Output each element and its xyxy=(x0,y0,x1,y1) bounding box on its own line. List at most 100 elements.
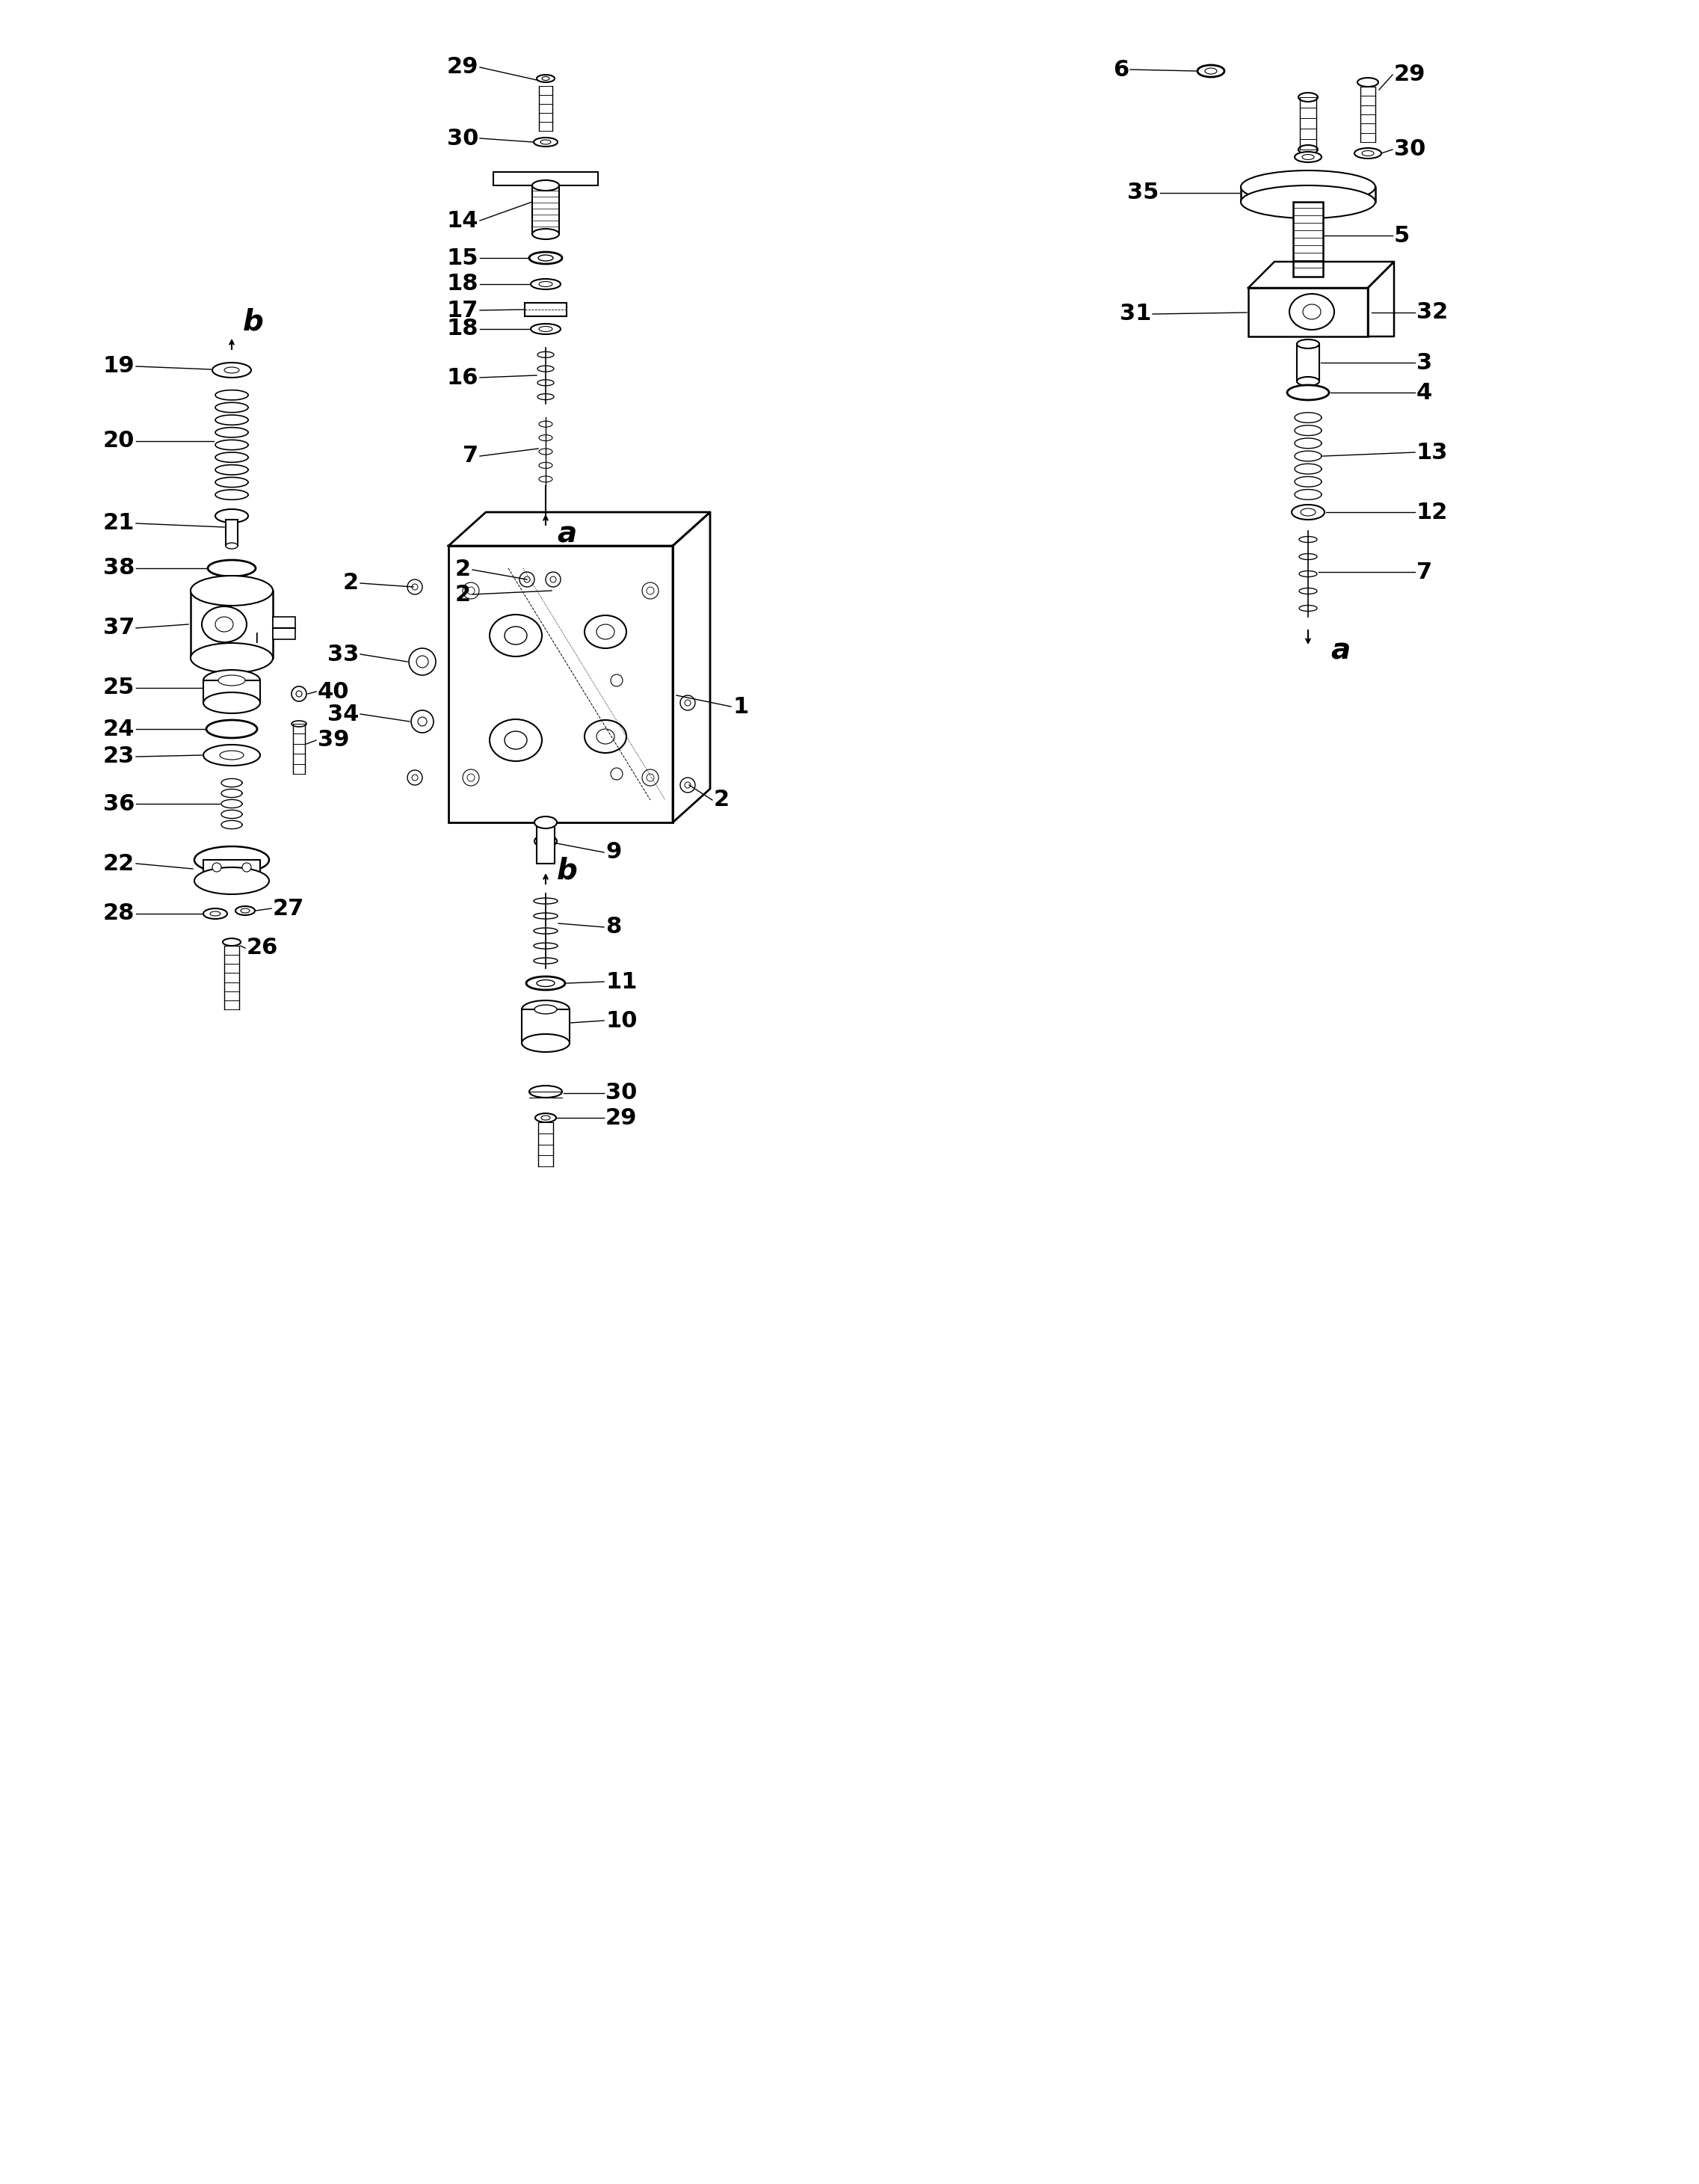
Ellipse shape xyxy=(1354,149,1381,159)
Bar xyxy=(449,546,673,823)
Ellipse shape xyxy=(216,509,248,522)
Ellipse shape xyxy=(528,1085,562,1099)
Text: 18: 18 xyxy=(447,319,479,341)
Circle shape xyxy=(467,773,474,782)
Ellipse shape xyxy=(1358,79,1378,87)
Ellipse shape xyxy=(194,867,268,893)
Ellipse shape xyxy=(530,323,561,334)
Ellipse shape xyxy=(537,981,554,987)
Text: 2: 2 xyxy=(343,572,358,594)
Ellipse shape xyxy=(1296,378,1320,387)
Ellipse shape xyxy=(219,751,243,760)
Text: 9: 9 xyxy=(605,841,622,863)
Text: 39: 39 xyxy=(318,729,350,751)
Circle shape xyxy=(685,699,691,705)
Ellipse shape xyxy=(522,1033,569,1053)
Text: 34: 34 xyxy=(328,703,358,725)
Circle shape xyxy=(408,579,423,594)
Circle shape xyxy=(418,716,426,725)
Ellipse shape xyxy=(539,476,552,483)
Ellipse shape xyxy=(236,906,255,915)
Circle shape xyxy=(296,690,302,697)
Ellipse shape xyxy=(1300,605,1317,612)
Text: 40: 40 xyxy=(318,681,350,703)
Ellipse shape xyxy=(537,380,554,387)
Ellipse shape xyxy=(292,721,306,727)
Ellipse shape xyxy=(204,745,260,767)
Circle shape xyxy=(680,695,695,710)
Ellipse shape xyxy=(190,642,274,673)
Text: 1: 1 xyxy=(732,697,748,716)
Text: a: a xyxy=(557,520,576,548)
Circle shape xyxy=(647,773,654,782)
Ellipse shape xyxy=(1240,170,1376,203)
Bar xyxy=(204,681,260,703)
Text: 17: 17 xyxy=(447,299,479,321)
Text: 2: 2 xyxy=(455,559,471,581)
Circle shape xyxy=(610,769,622,780)
Ellipse shape xyxy=(539,325,552,332)
Ellipse shape xyxy=(533,959,557,963)
Ellipse shape xyxy=(216,616,233,631)
Ellipse shape xyxy=(537,365,554,371)
Circle shape xyxy=(523,577,530,583)
Circle shape xyxy=(610,675,622,686)
Ellipse shape xyxy=(542,1116,550,1120)
Text: a: a xyxy=(1330,636,1351,664)
Text: 2: 2 xyxy=(714,788,729,810)
Ellipse shape xyxy=(1298,92,1318,103)
Ellipse shape xyxy=(190,577,274,605)
Text: 28: 28 xyxy=(104,902,134,924)
Ellipse shape xyxy=(204,692,260,714)
Circle shape xyxy=(680,778,695,793)
Text: 10: 10 xyxy=(605,1009,637,1031)
Ellipse shape xyxy=(211,911,221,915)
Ellipse shape xyxy=(584,616,627,649)
Text: 29: 29 xyxy=(447,57,479,79)
Ellipse shape xyxy=(194,847,268,874)
Ellipse shape xyxy=(537,74,554,83)
Bar xyxy=(522,1009,569,1044)
Text: 15: 15 xyxy=(447,247,479,269)
Ellipse shape xyxy=(505,732,527,749)
Ellipse shape xyxy=(1240,186,1376,218)
Text: 26: 26 xyxy=(246,937,279,959)
Text: 23: 23 xyxy=(104,745,134,767)
Ellipse shape xyxy=(204,670,260,690)
Circle shape xyxy=(292,686,306,701)
Ellipse shape xyxy=(533,138,557,146)
Ellipse shape xyxy=(532,181,559,190)
Text: 11: 11 xyxy=(605,972,637,992)
Text: 2: 2 xyxy=(455,583,471,605)
Text: 18: 18 xyxy=(447,273,479,295)
Text: 7: 7 xyxy=(1417,561,1432,583)
Ellipse shape xyxy=(1300,587,1317,594)
Circle shape xyxy=(409,649,435,675)
Ellipse shape xyxy=(1303,304,1320,319)
Bar xyxy=(204,860,260,880)
Ellipse shape xyxy=(533,913,557,919)
Ellipse shape xyxy=(1291,505,1325,520)
Ellipse shape xyxy=(505,627,527,644)
Text: 25: 25 xyxy=(104,677,134,699)
Text: 30: 30 xyxy=(605,1083,637,1103)
Bar xyxy=(190,590,274,657)
Text: 37: 37 xyxy=(104,618,134,640)
Ellipse shape xyxy=(535,834,557,847)
Circle shape xyxy=(411,710,433,734)
Ellipse shape xyxy=(1198,66,1225,76)
Ellipse shape xyxy=(212,363,251,378)
Bar xyxy=(537,823,554,863)
Text: 14: 14 xyxy=(447,210,479,232)
Ellipse shape xyxy=(533,943,557,948)
Circle shape xyxy=(685,782,691,788)
Circle shape xyxy=(550,577,556,583)
Ellipse shape xyxy=(207,559,255,577)
Bar xyxy=(274,616,296,640)
Circle shape xyxy=(647,587,654,594)
Text: b: b xyxy=(557,856,578,885)
Text: 29: 29 xyxy=(605,1107,637,1129)
Text: 29: 29 xyxy=(1395,63,1425,85)
Ellipse shape xyxy=(489,719,542,762)
Text: 4: 4 xyxy=(1417,382,1432,404)
